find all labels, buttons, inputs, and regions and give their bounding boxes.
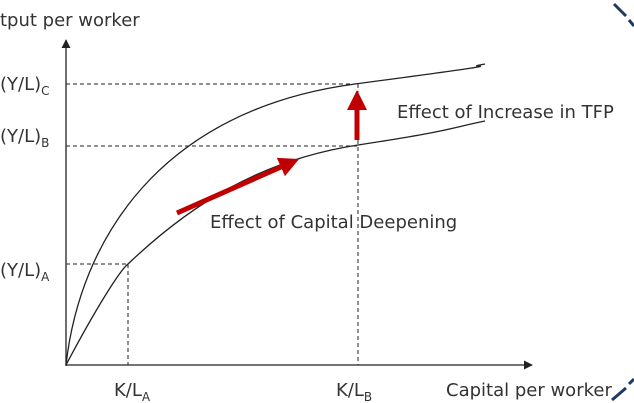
x-label: K/LB <box>336 380 372 403</box>
label-sub: B <box>364 390 372 403</box>
capital-deepening-arrow <box>175 157 300 216</box>
y-label: (Y/L)B <box>0 126 49 150</box>
label-base: (Y/L) <box>0 74 41 95</box>
corner-decoration <box>611 377 634 402</box>
x-axis-label: Capital per worker <box>446 380 612 401</box>
label-sub: A <box>142 390 151 403</box>
y-label: (Y/L)A <box>0 260 50 284</box>
label-base: (Y/L) <box>0 126 41 147</box>
label-base: K/L <box>114 380 142 401</box>
annotation: Effect of Capital Deepening <box>210 212 457 233</box>
y-label: (Y/L)C <box>0 74 50 98</box>
x-label: K/LA <box>114 380 151 403</box>
label-base: (Y/L) <box>0 260 41 281</box>
y-axis-label: tput per worker <box>0 10 140 31</box>
label-sub: A <box>41 270 50 284</box>
label-base: K/L <box>336 380 364 401</box>
production-curve-lower <box>65 120 486 366</box>
production-curve-upper <box>65 63 486 366</box>
label-sub: C <box>41 84 49 98</box>
label-sub: B <box>41 136 49 150</box>
corner-decoration <box>612 2 634 27</box>
annotation: Effect of Increase in TFP <box>397 102 614 123</box>
